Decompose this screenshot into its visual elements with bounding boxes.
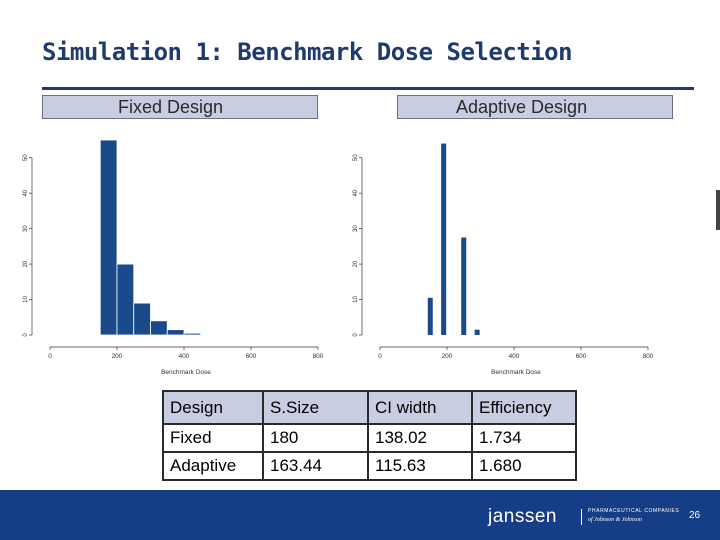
histogram-bar	[474, 329, 480, 335]
y-tick-label: 20	[353, 260, 359, 267]
x-axis-label: Benchmark Dose	[161, 369, 211, 376]
x-tick-label: 800	[643, 353, 654, 360]
table-cell: 1.734	[471, 423, 577, 453]
table-cell: Adaptive	[162, 451, 264, 481]
histogram-bar	[133, 302, 151, 336]
table-row: Adaptive 163.44 115.63 1.680	[162, 451, 577, 481]
table-cell: 115.63	[367, 451, 473, 481]
logo-divider	[581, 509, 582, 525]
table-cell: Fixed	[162, 423, 264, 453]
janssen-logo: janssen	[488, 506, 557, 527]
histogram-bar	[461, 237, 467, 335]
y-tick-label: 10	[23, 296, 29, 303]
x-tick-label: 0	[378, 353, 382, 360]
page-number: 26	[689, 510, 701, 521]
y-tick-label: 20	[23, 260, 29, 267]
histogram-bar	[150, 320, 168, 336]
logo-subtitle: PHARMACEUTICAL COMPANIES	[588, 508, 680, 514]
table-row: Fixed 180 138.02 1.734	[162, 423, 577, 453]
y-tick-label: 0	[23, 333, 29, 337]
fixed-design-label: Fixed Design	[42, 95, 318, 119]
histogram-bar	[99, 139, 118, 336]
table-header-row: Design S.Size CI width Efficiency	[162, 390, 577, 425]
x-tick-label: 600	[576, 353, 587, 360]
table-cell: 180	[262, 423, 369, 453]
x-tick-label: 200	[442, 353, 453, 360]
x-tick-label: 800	[313, 353, 324, 360]
y-tick-label: 30	[23, 225, 29, 232]
table-cell: 1.680	[471, 451, 577, 481]
y-tick-label: 50	[23, 154, 29, 161]
header-ci-width: CI width	[367, 390, 473, 425]
y-tick-label: 30	[353, 225, 359, 232]
title-underline	[42, 87, 694, 90]
header-sample-size: S.Size	[262, 390, 369, 425]
histogram-bar	[427, 297, 433, 335]
logo-subtitle-jnj: of Johnson & Johnson	[588, 517, 642, 523]
x-tick-label: 0	[48, 353, 52, 360]
x-tick-label: 400	[509, 353, 520, 360]
x-axis-label: Benchmark Dose	[491, 369, 541, 376]
x-tick-label: 600	[246, 353, 257, 360]
fixed-design-histogram: 0 10 20 30 40 50 0 200 400 600 800 Benchmark Dose	[23, 139, 324, 376]
y-tick-label: 40	[23, 189, 29, 196]
y-tick-label: 40	[353, 189, 359, 196]
slide-title: Simulation 1: Benchmark Dose Selection	[42, 38, 573, 66]
header-design: Design	[162, 390, 264, 425]
histogram-bar	[183, 332, 202, 336]
histogram-bar	[166, 329, 185, 336]
table-cell: 138.02	[367, 423, 473, 453]
y-tick-label: 0	[353, 333, 359, 337]
x-tick-label: 200	[112, 353, 123, 360]
footer-bar: janssen PHARMACEUTICAL COMPANIES of John…	[0, 490, 720, 540]
table-cell: 163.44	[262, 451, 369, 481]
header-efficiency: Efficiency	[471, 390, 577, 425]
edge-mark	[716, 190, 720, 230]
x-tick-label: 400	[179, 353, 190, 360]
results-table: Design S.Size CI width Efficiency Fixed …	[162, 390, 577, 481]
adaptive-design-label: Adaptive Design	[397, 95, 673, 119]
y-tick-label: 10	[353, 296, 359, 303]
histogram-bar	[116, 263, 135, 336]
adaptive-design-histogram: 0 10 20 30 40 50 0 200 400 600 800 Benchmark Dose	[353, 143, 654, 376]
histogram-bar	[441, 143, 447, 335]
y-tick-label: 50	[353, 154, 359, 161]
